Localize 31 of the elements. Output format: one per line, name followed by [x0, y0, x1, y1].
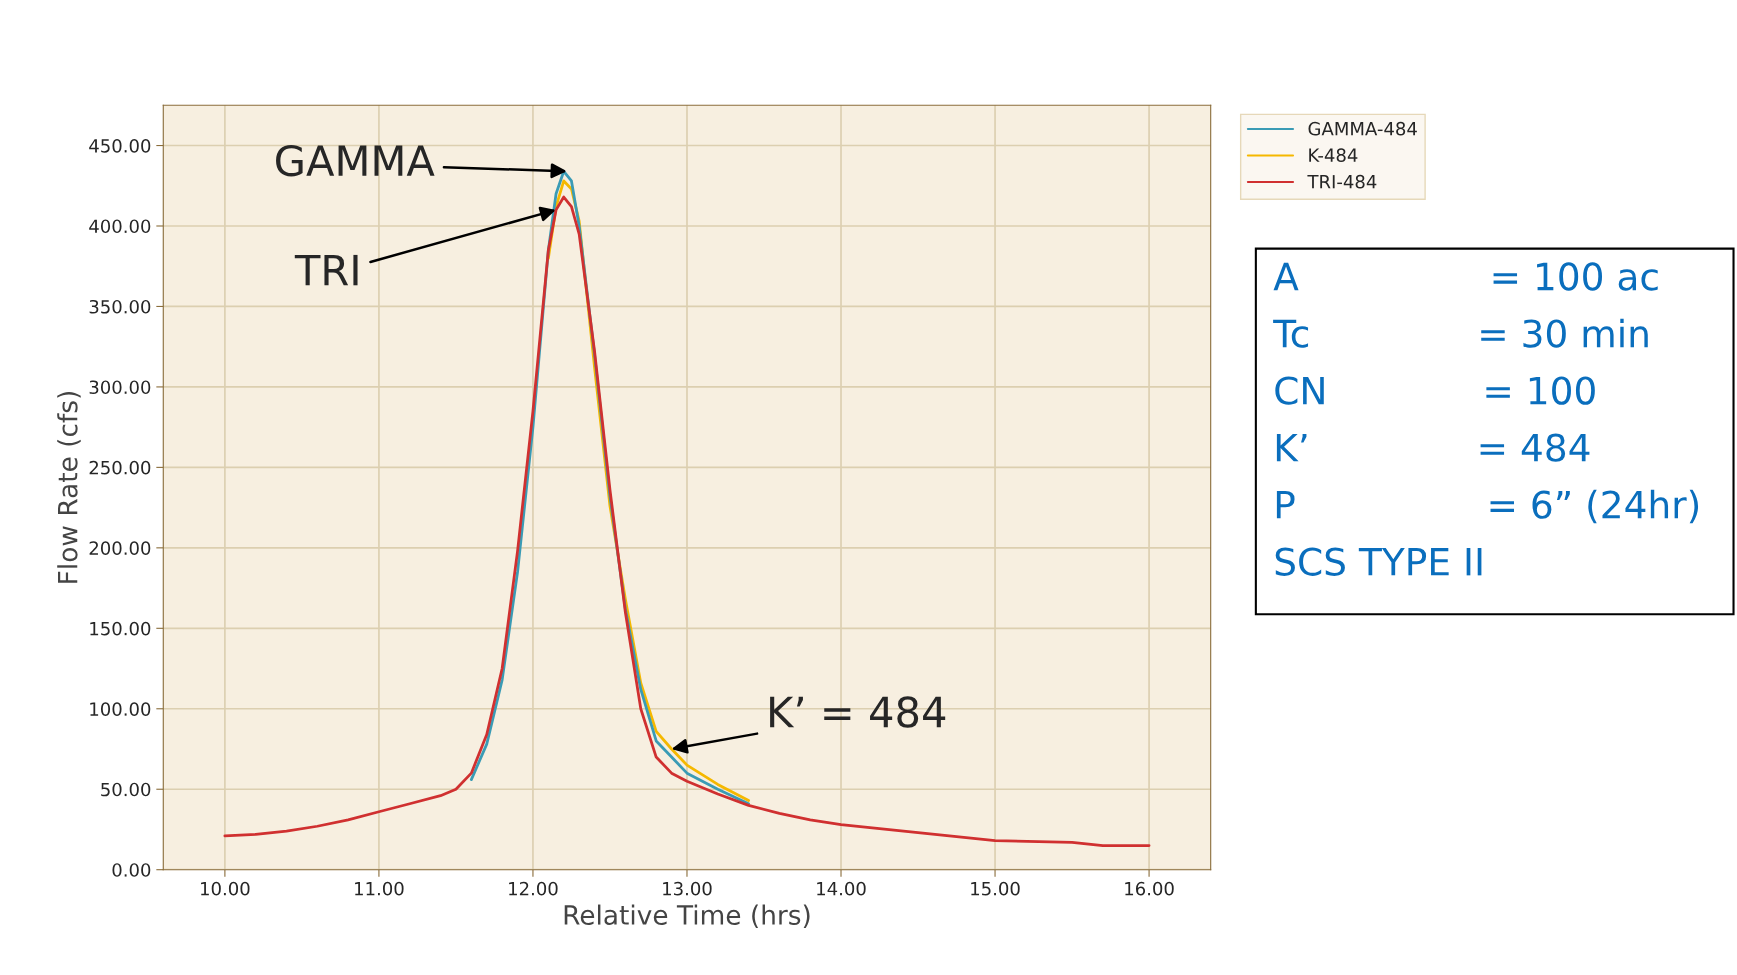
text: K’ = 484 [1276, 433, 1590, 462]
x-tick-label: 13.00 [663, 881, 712, 896]
x-axis-title: Relative Time (hrs) [564, 904, 810, 929]
y-tick-label: 100.00 [90, 702, 151, 716]
x-tick-label: 12.00 [509, 881, 558, 896]
y-tick-label: 450.00 [89, 138, 151, 153]
y-tick-label: 250.00 [89, 460, 151, 475]
x-tick-label: 15.00 [971, 881, 1020, 896]
y-tick-label: 400.00 [89, 219, 151, 234]
y-tick-label: 50.00 [101, 782, 151, 797]
x-tick-label: 10.00 [201, 881, 250, 896]
annotation: TRI [294, 254, 358, 286]
y-tick-label: 0.00 [112, 863, 151, 877]
text: A = 100 ac [1273, 262, 1658, 291]
y-tick-label: 300.00 [89, 380, 151, 395]
y-tick-label: 150.00 [90, 621, 151, 636]
x-tick-label: 14.00 [817, 881, 866, 896]
text: SCS TYPE II [1275, 547, 1482, 576]
legend-label: K-484 [1309, 148, 1358, 163]
annotation: GAMMA [276, 144, 435, 177]
y-tick-label: 200.00 [89, 541, 151, 555]
annotation: K’ = 484 [770, 696, 946, 728]
y-tick-label: 350.00 [89, 299, 151, 314]
text: Tc = 30 min [1273, 318, 1648, 348]
legend-label: GAMMA-484 [1308, 121, 1417, 136]
y-axis-title: Flow Rate (cfs) [57, 391, 81, 583]
text: CN = 100 [1275, 376, 1595, 405]
x-tick-label: 16.00 [1125, 881, 1174, 896]
x-tick-label: 11.00 [355, 881, 404, 896]
text: P = 6” (24hr) [1276, 489, 1699, 524]
legend-label: TRI-484 [1307, 174, 1377, 189]
